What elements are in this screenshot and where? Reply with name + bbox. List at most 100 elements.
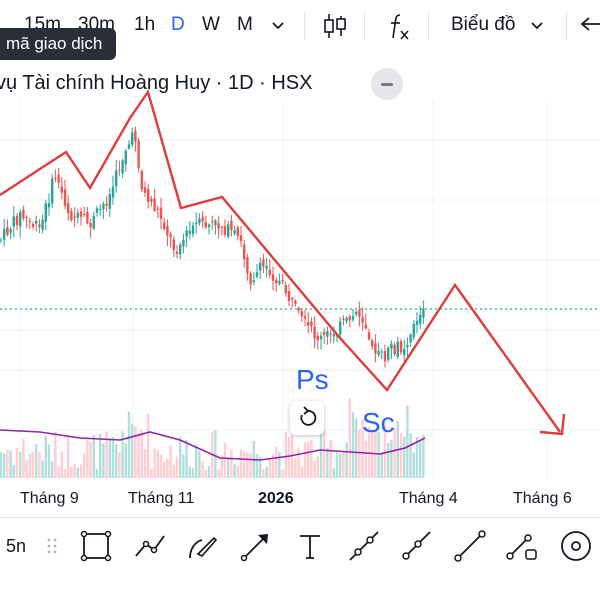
candle-body [166,226,169,236]
trend-line-icon[interactable] [346,528,382,564]
candle-body [323,331,326,335]
annotation-ps[interactable]: Ps [296,364,329,395]
volume-bar [207,466,211,478]
candle-body [214,220,217,226]
candle-body [265,266,268,269]
candle-body [89,223,92,228]
volume-ma-line [0,429,426,461]
toolbar-divider [428,12,429,40]
volume-bar [239,449,243,478]
candle-body [159,207,163,220]
volume-bar [86,439,89,478]
candle-body [268,269,271,276]
candle-body [92,216,95,229]
volume-bar [259,457,262,478]
volume-bar [195,445,198,478]
ray-icon[interactable] [398,528,434,564]
brush-icon[interactable] [184,528,220,564]
volume-bar [268,457,271,478]
volume-bar [419,440,422,478]
candle-body [57,174,60,183]
volume-bar [191,467,195,478]
candle-body [259,262,262,271]
candle-body [307,322,310,326]
volume-bar [201,461,204,478]
rectangle-icon[interactable] [78,528,114,564]
text-icon[interactable] [292,528,328,564]
indicators-fx-icon[interactable] [386,12,412,48]
undo-arrow-icon[interactable] [580,16,600,38]
arrow-icon[interactable] [238,528,274,564]
interval-d[interactable]: D [171,14,185,35]
volume-bar [361,419,364,478]
volume-bar [364,440,367,478]
candle-body [361,317,364,323]
time-label: Tháng 11 [128,490,195,507]
candle-body [387,347,390,360]
candle-body [102,203,105,210]
candle-body [41,219,44,230]
candle-body [31,224,35,227]
volume-bar [12,465,15,478]
time-label: Tháng 9 [20,490,79,507]
interval-m[interactable]: M [237,14,253,35]
candle-body [227,224,230,237]
chart-type-dropdown[interactable]: Biểu đồ [451,14,516,35]
candle-body [367,332,371,340]
chevron-down-icon[interactable] [530,16,544,38]
candle-body [25,217,28,219]
drag-handle-icon[interactable] [46,536,58,556]
interval-w[interactable]: W [202,14,220,35]
volume-bar [95,468,99,478]
volume-bar [284,432,287,478]
volume-bar [300,466,303,478]
symbol-title[interactable]: vụ Tài chính Hoàng Huy · 1D · HSX [0,72,313,94]
candle-body [380,351,383,353]
candle-body [67,203,70,214]
volume-bar [9,450,12,478]
candle-body [239,235,243,242]
info-line-icon[interactable] [504,528,540,564]
volume-bar [25,460,28,478]
candle-body [19,212,22,227]
candle-body [95,208,99,213]
extended-line-icon[interactable] [452,528,488,564]
volume-bar [156,450,159,478]
zigzag-drawing[interactable] [0,89,561,433]
candle-body [201,217,204,222]
candle-body [358,309,361,317]
volume-bar [28,453,31,478]
volume-bar [339,453,342,478]
annotation-sc[interactable]: Sc [362,407,395,438]
volume-bar [406,405,409,478]
chevron-down-icon[interactable] [271,16,285,38]
volume-bar [83,453,86,478]
candle-body [63,189,67,206]
volume-bar [262,469,265,478]
interval-1h[interactable]: 1h [134,14,156,35]
candle-body [76,212,79,218]
volume-bar [63,469,67,478]
volume-bar [412,452,415,478]
volume-bar [387,443,390,478]
volume-bar [332,468,335,478]
volume-bar [380,452,383,478]
candle-body [12,216,15,227]
path-icon[interactable] [132,528,168,564]
time-axis: Tháng 9 Tháng 11 2026 Tháng 4 Tháng 6 [0,484,600,514]
volume-bar [303,442,307,478]
collapse-legend-button[interactable] [371,68,403,100]
interval-button[interactable]: 5n [6,536,27,556]
candle-body [383,350,387,362]
measure-icon[interactable] [558,528,594,564]
bottom-strip [0,574,600,600]
reset-chart-button[interactable] [290,401,324,435]
candle-body [287,291,291,302]
volume-bar [351,412,355,478]
candle-body [339,321,342,335]
volume-bar [44,435,47,478]
volume-bar [70,466,73,478]
volume-bar [326,447,329,478]
candles-icon[interactable] [322,12,348,46]
